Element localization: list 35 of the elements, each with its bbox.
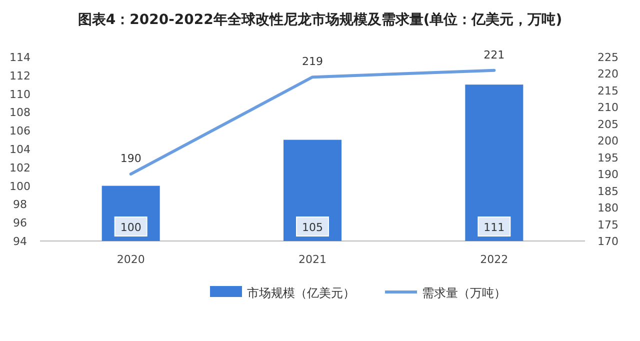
y2-tick-label: 210 <box>598 101 618 114</box>
y2-tick-label: 185 <box>598 184 618 198</box>
y2-tick-label: 215 <box>598 84 618 98</box>
data-label: 100 <box>120 221 142 234</box>
x-tick-label: 2022 <box>480 253 508 266</box>
y2-tick-label: 200 <box>598 134 618 148</box>
data-label: 190 <box>120 152 142 166</box>
x-tick-label: 2020 <box>116 253 145 266</box>
y-tick-label: 114 <box>10 51 30 64</box>
data-label: 111 <box>484 221 505 234</box>
y2-tick-label: 180 <box>598 202 618 215</box>
y2-tick-label: 220 <box>598 68 618 81</box>
y2-tick-label: 175 <box>598 218 618 232</box>
y2-tick-label: 190 <box>598 168 618 182</box>
y-tick-label: 102 <box>10 161 30 174</box>
data-label: 105 <box>302 221 323 234</box>
y-tick-label: 94 <box>13 235 27 248</box>
x-tick-label: 2021 <box>298 253 326 266</box>
legend-label: 需求量（万吨） <box>422 286 506 300</box>
y-tick-label: 108 <box>10 106 30 120</box>
y-tick-label: 100 <box>10 180 30 193</box>
legend-label: 市场规模（亿美元） <box>247 286 355 300</box>
y-tick-label: 98 <box>13 198 27 212</box>
data-label: 219 <box>302 55 323 68</box>
y2-tick-label: 225 <box>598 51 618 64</box>
chart-title: 图表4：2020-2022年全球改性尼龙市场规模及需求量(单位：亿美元，万吨) <box>78 11 562 28</box>
y2-tick-label: 195 <box>598 151 618 164</box>
y-tick-label: 104 <box>10 143 30 156</box>
data-label: 221 <box>484 48 505 62</box>
y-tick-label: 96 <box>13 216 27 230</box>
y-tick-label: 110 <box>10 88 30 101</box>
y-tick-label: 106 <box>10 124 30 138</box>
y2-tick-label: 205 <box>598 118 618 131</box>
y-tick-label: 112 <box>10 69 30 82</box>
y2-tick-label: 170 <box>598 235 618 248</box>
